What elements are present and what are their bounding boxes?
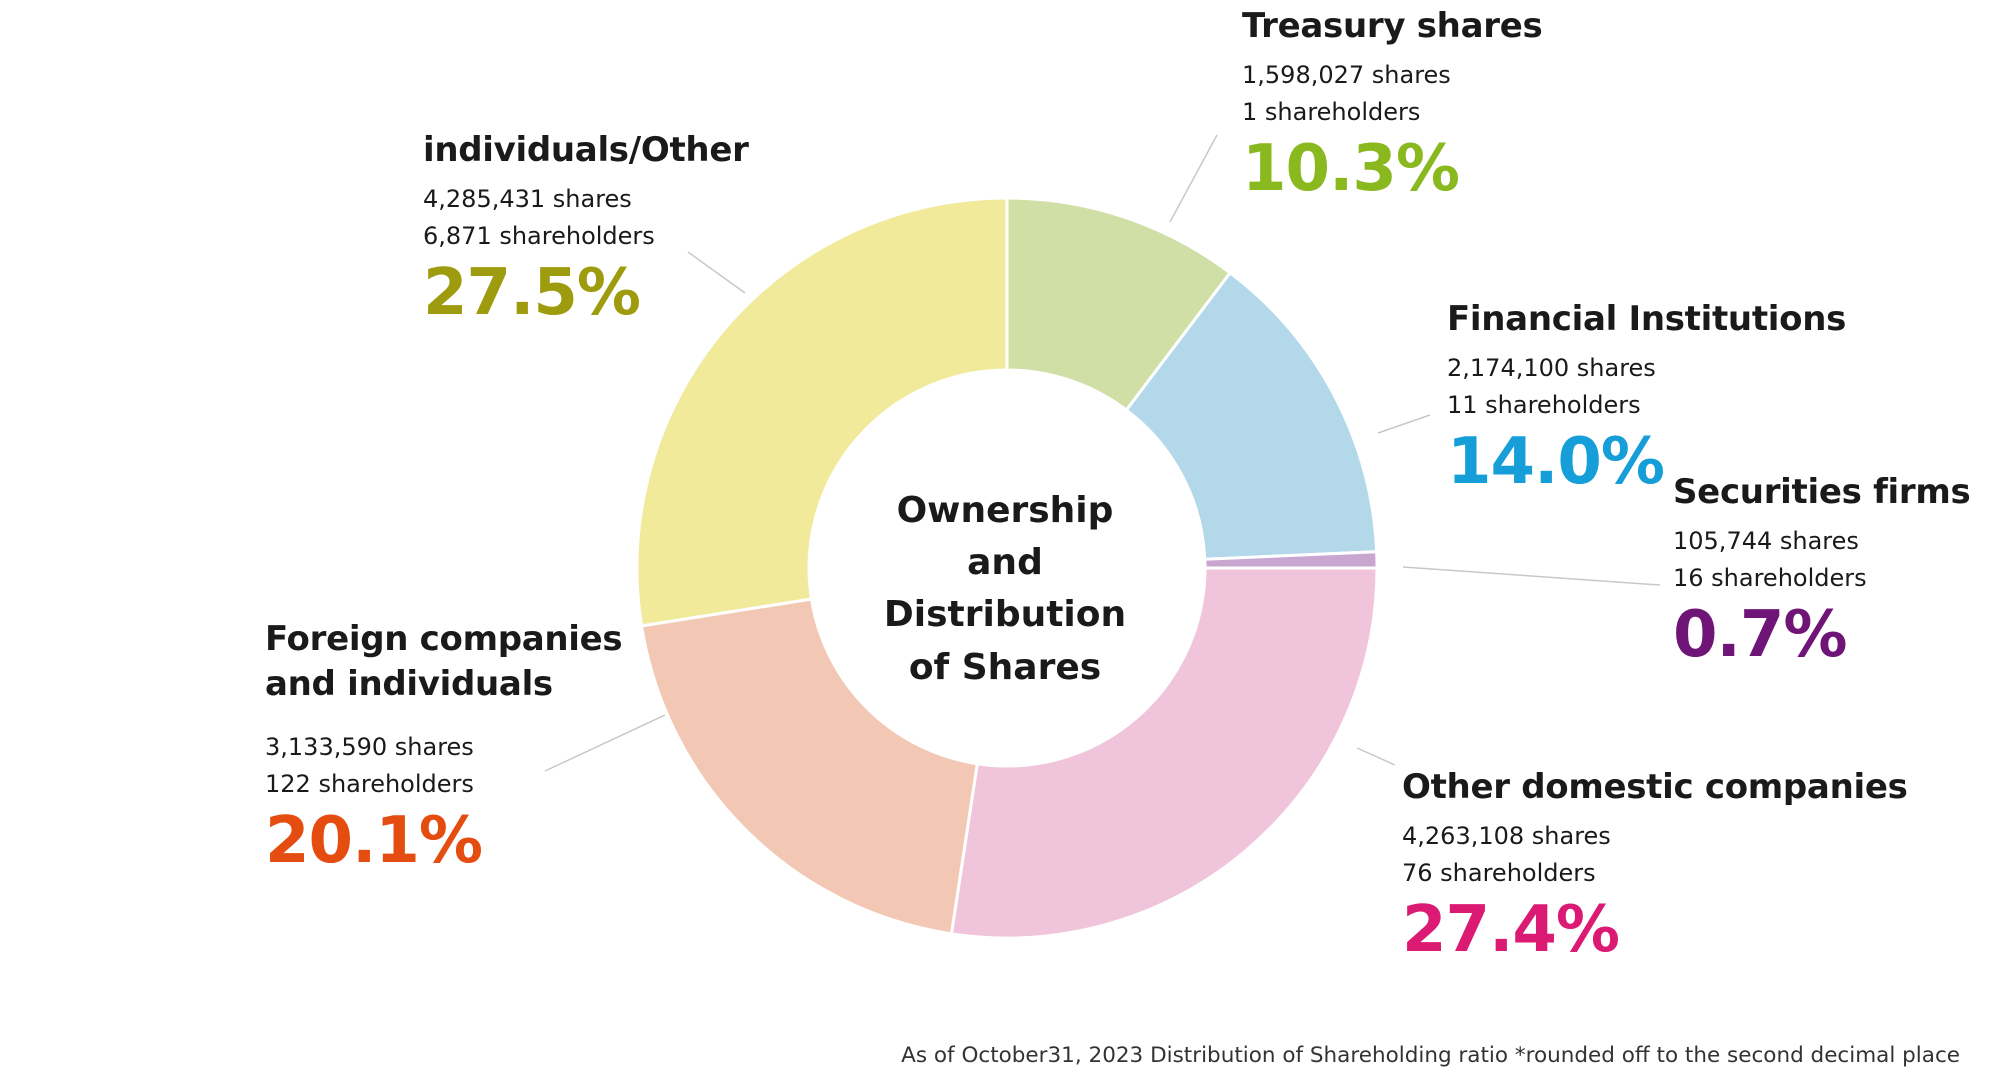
leader-line-5 <box>544 714 666 772</box>
label-individuals-other: individuals/Other 4,285,431 shares 6,871… <box>423 128 749 332</box>
shares-count: 1,598,027 shares <box>1242 60 1451 89</box>
shareholders-count: 1 shareholders <box>1242 98 1421 127</box>
percentage: 14.0% <box>1447 425 1665 500</box>
chart-center-title: Ownership and Distribution of Shares <box>840 485 1170 694</box>
slice-financial-institutions <box>1124 270 1379 561</box>
donut-slices <box>635 196 1379 940</box>
shares-count: 4,285,431 shares <box>423 184 632 213</box>
leader-line-1 <box>1169 134 1218 223</box>
leader-line-2 <box>1377 414 1431 434</box>
footnote: As of October31, 2023 Distribution of Sh… <box>901 1043 1960 1068</box>
leader-line-4 <box>1356 747 1396 766</box>
shareholders-count: 122 shareholders <box>265 769 474 798</box>
center-title-line-2: and Distribution <box>883 542 1127 636</box>
label-securities-firms: Securities firms 105,744 shares 16 share… <box>1673 470 1971 674</box>
center-title-line-1: Ownership <box>896 490 1114 531</box>
percentage: 27.4% <box>1402 893 1620 968</box>
leader-line-3 <box>1402 566 1661 586</box>
label-foreign-companies-and-individuals: Foreign companies and individuals 3,133,… <box>265 617 655 880</box>
percentage: 27.5% <box>423 256 641 331</box>
label-other-domestic-companies: Other domestic companies 4,263,108 share… <box>1402 765 1908 969</box>
category-name: Securities firms <box>1673 472 1971 512</box>
leader-line-6 <box>687 251 746 294</box>
slice-foreign-companies-and-individuals <box>639 597 979 936</box>
shareholders-count: 6,871 shareholders <box>423 222 655 251</box>
category-name: individuals/Other <box>423 130 749 170</box>
shares-count: 4,263,108 shares <box>1402 821 1611 850</box>
percentage: 10.3% <box>1242 132 1460 207</box>
leader-lines <box>544 134 1661 772</box>
percentage: 0.7% <box>1673 598 1848 673</box>
shares-count: 3,133,590 shares <box>265 732 474 761</box>
label-treasury-shares: Treasury shares 1,598,027 shares 1 share… <box>1242 4 1543 208</box>
percentage: 20.1% <box>265 804 483 879</box>
slice-other-domestic-companies <box>949 566 1379 940</box>
slice-individuals-other <box>635 196 1009 628</box>
shareholders-count: 16 shareholders <box>1673 564 1867 593</box>
category-name: Other domestic companies <box>1402 767 1908 807</box>
shareholders-count: 76 shareholders <box>1402 859 1596 888</box>
category-name: Treasury shares <box>1242 6 1543 46</box>
label-financial-institutions: Financial Institutions 2,174,100 shares … <box>1447 297 1846 501</box>
shares-count: 105,744 shares <box>1673 526 1859 555</box>
category-name: Financial Institutions <box>1447 299 1847 339</box>
shareholders-count: 11 shareholders <box>1447 391 1641 420</box>
shares-count: 2,174,100 shares <box>1447 353 1656 382</box>
center-title-line-3: of Shares <box>908 646 1102 688</box>
category-name: Foreign companies and individuals <box>265 619 623 704</box>
